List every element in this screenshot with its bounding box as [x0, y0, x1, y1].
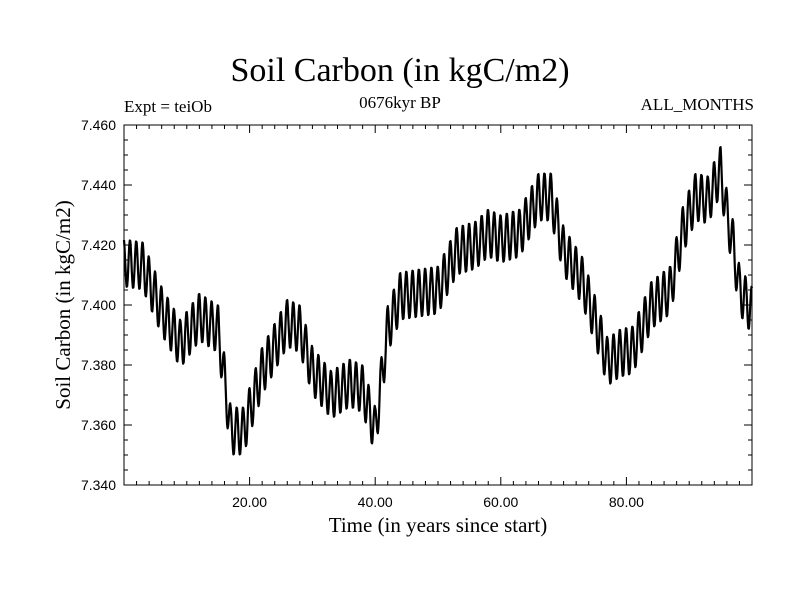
chart-title: Soil Carbon (in kgC/m2): [230, 52, 570, 89]
y-axis-label: Soil Carbon (in kgC/m2): [51, 200, 75, 409]
x-tick-label: 40.00: [358, 494, 393, 510]
y-tick-label: 7.380: [81, 357, 116, 373]
series-line-soil-carbon: [122, 146, 754, 456]
y-tick-label: 7.340: [81, 477, 116, 493]
x-tick-label: 20.00: [232, 494, 267, 510]
months-label: ALL_MONTHS: [640, 95, 754, 114]
x-axis-label: Time (in years since start): [329, 513, 548, 537]
y-tick-label: 7.440: [81, 177, 116, 193]
y-tick-label: 7.420: [81, 237, 116, 253]
x-tick-label: 80.00: [609, 494, 644, 510]
chart-subtitle: 0676kyr BP: [359, 93, 441, 112]
x-tick-label: 60.00: [483, 494, 518, 510]
x-axis-ticks: 20.00 40.00 60.00 80.00: [136, 125, 740, 510]
y-tick-label: 7.460: [81, 117, 116, 133]
y-tick-label: 7.400: [81, 297, 116, 313]
y-axis-ticks: 7.340 7.360 7.380 7.400 7.420 7.440 7.460: [81, 117, 752, 493]
plot-frame: [123, 124, 753, 486]
y-tick-label: 7.360: [81, 417, 116, 433]
experiment-label: Expt = teiOb: [124, 97, 212, 116]
